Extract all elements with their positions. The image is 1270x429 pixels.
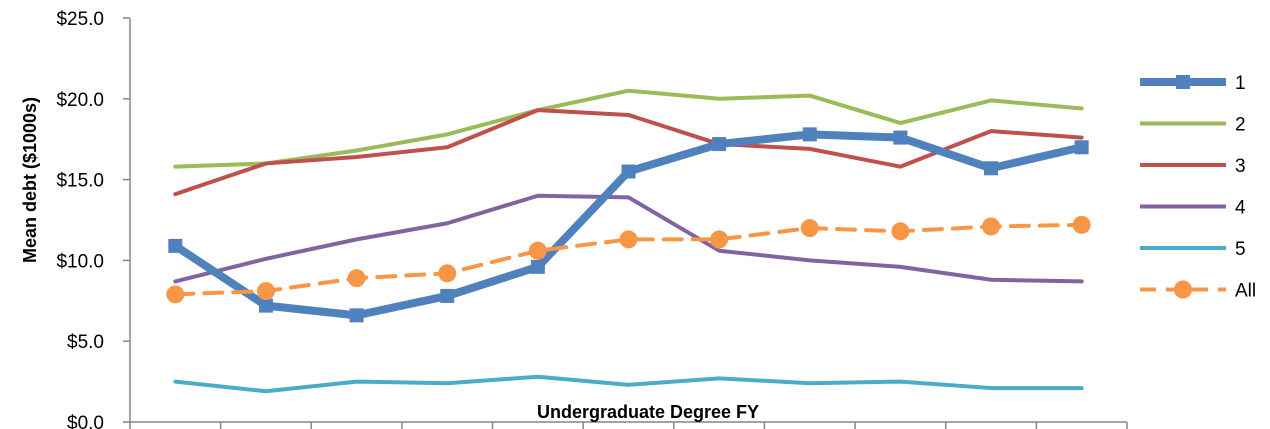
series-line-5 [173, 374, 1084, 394]
y-tick-label: $5.0 [67, 332, 104, 353]
data-point [166, 285, 185, 304]
data-point [800, 219, 819, 238]
data-point [1074, 140, 1089, 155]
data-point [168, 238, 183, 253]
series-line-2 [173, 88, 1084, 169]
series-line-3 [173, 108, 1084, 197]
data-point [1072, 215, 1091, 234]
data-point [347, 269, 366, 288]
y-tick-label: $0.0 [67, 413, 104, 429]
legend-label: 2 [1235, 115, 1246, 136]
legend-marker [1174, 280, 1192, 299]
data-point [528, 241, 547, 260]
data-point [984, 161, 999, 176]
legend-label: All [1235, 281, 1256, 302]
series-line-4 [173, 193, 1084, 284]
data-point [440, 288, 455, 303]
legend-marker [1176, 75, 1190, 89]
data-point [256, 282, 275, 301]
y-tick-label: $15.0 [56, 171, 104, 192]
legend-label: 4 [1235, 198, 1246, 219]
data-point [438, 264, 457, 283]
series-lines [166, 88, 1091, 394]
y-axis-ticks: $0.0 $5.0 $10.0 $15.0 $20.0 $25.0 [56, 9, 104, 429]
data-point [891, 222, 910, 241]
legend-label: 3 [1235, 156, 1246, 177]
data-point [982, 217, 1001, 236]
legend-label: 5 [1235, 239, 1246, 260]
legend: 1 2 3 4 5 All [1140, 73, 1256, 302]
y-tick-label: $25.0 [56, 9, 104, 30]
data-point [619, 230, 638, 249]
series-line-All [173, 222, 1084, 297]
y-tick-label: $20.0 [56, 90, 104, 111]
data-point [712, 137, 727, 152]
data-point [530, 259, 545, 274]
data-point [258, 298, 273, 313]
x-axis-title: Undergraduate Degree FY [537, 402, 759, 422]
data-point [710, 230, 729, 249]
y-axis-title: Mean debt ($1000s) [20, 97, 40, 263]
data-point [349, 308, 364, 323]
data-point [802, 127, 817, 142]
data-point [893, 130, 908, 145]
data-point [621, 164, 636, 179]
legend-label: 1 [1235, 73, 1246, 94]
x-axis [123, 17, 1128, 429]
y-tick-label: $10.0 [56, 251, 104, 272]
